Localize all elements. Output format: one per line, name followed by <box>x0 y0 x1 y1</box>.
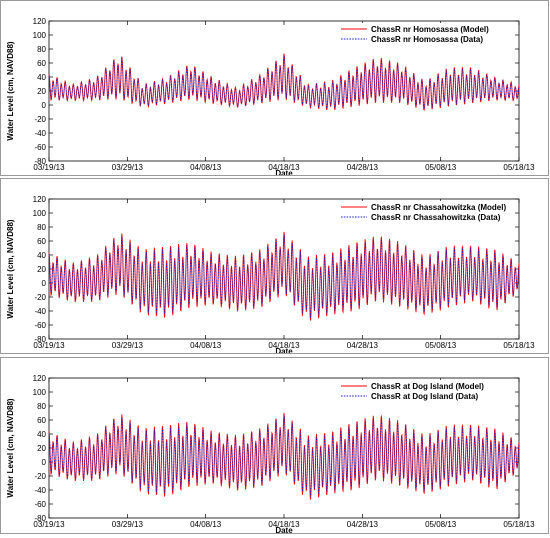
legend-label: ChassR at Dog Island (Model) <box>371 382 484 391</box>
legend-box <box>337 380 509 406</box>
x-tick-label: 05/18/13 <box>503 520 535 529</box>
x-tick-label: 03/29/13 <box>112 520 144 529</box>
y-tick-label: 80 <box>37 402 46 411</box>
y-tick-label: 60 <box>37 59 46 68</box>
x-tick-label: 05/08/13 <box>425 341 457 350</box>
series-line-data <box>48 415 520 498</box>
y-tick-label: 20 <box>37 444 46 453</box>
y-tick-label: 0 <box>42 458 47 467</box>
x-tick-label: 03/19/13 <box>33 520 65 529</box>
x-tick-label: 04/18/13 <box>268 520 300 529</box>
y-tick-label: 40 <box>37 251 46 260</box>
y-tick-label: 60 <box>37 416 46 425</box>
y-tick-label: -20 <box>34 472 46 481</box>
y-tick-label: -40 <box>34 307 46 316</box>
x-tick-label: 05/18/13 <box>503 341 535 350</box>
y-tick-label: 100 <box>33 209 47 218</box>
y-tick-label: -40 <box>34 129 46 138</box>
x-tick-label: 03/19/13 <box>33 163 65 172</box>
x-tick-label: 04/28/13 <box>347 341 379 350</box>
y-tick-label: 80 <box>37 223 46 232</box>
y-tick-label: -20 <box>34 115 46 124</box>
legend-label: ChassR nr Chassahowitzka (Model) <box>371 203 506 212</box>
y-tick-label: 0 <box>42 101 47 110</box>
y-tick-label: -80 <box>34 335 46 344</box>
chart-panel-chassahowitzka: 120 100 80 60 40 20 0 -20 -40 -60 -80 03/19/13 03/29… <box>0 178 549 356</box>
x-axis-label: Date <box>275 169 293 175</box>
y-tick-label: 20 <box>37 265 46 274</box>
x-tick-label: 05/18/13 <box>503 163 535 172</box>
legend-label: ChassR nr Homosassa (Data) <box>371 35 483 44</box>
x-tick-label: 04/08/13 <box>190 520 222 529</box>
series-line-data <box>48 54 520 110</box>
x-tick-label: 04/28/13 <box>347 520 379 529</box>
x-axis-label: Date <box>275 347 293 353</box>
legend-label: ChassR at Dog Island (Data) <box>371 392 478 401</box>
legend-box <box>337 23 509 49</box>
y-tick-label: 40 <box>37 430 46 439</box>
series-line-model <box>48 231 520 321</box>
x-tick-label: 03/29/13 <box>112 163 144 172</box>
y-tick-label: -60 <box>34 321 46 330</box>
y-tick-label: 60 <box>37 237 46 246</box>
y-tick-label: 0 <box>42 279 47 288</box>
y-tick-label: -20 <box>34 293 46 302</box>
y-axis-label: Water Level (cm, NAVD88) <box>6 41 15 140</box>
y-tick-label: 120 <box>33 195 47 204</box>
y-tick-label: -80 <box>34 514 46 523</box>
y-tick-label: 120 <box>33 17 47 26</box>
y-tick-label: 100 <box>33 31 47 40</box>
y-tick-label: 40 <box>37 73 46 82</box>
chart-panel-homosassa: 120 100 80 60 40 20 0 -20 -40 -60 -80 03/19/13 03/29… <box>0 0 549 178</box>
chart-panel-dog-island: 120 100 80 60 40 20 0 -20 -40 -60 -80 03/19/13 03/29… <box>0 357 549 535</box>
x-tick-label: 04/08/13 <box>190 341 222 350</box>
series-line-model <box>48 53 520 111</box>
y-tick-label: 100 <box>33 388 47 397</box>
x-tick-label: 04/08/13 <box>190 163 222 172</box>
y-tick-label: -40 <box>34 486 46 495</box>
x-tick-label: 04/28/13 <box>347 163 379 172</box>
y-tick-label: -60 <box>34 143 46 152</box>
legend-box <box>337 201 509 227</box>
y-tick-label: 20 <box>37 87 46 96</box>
x-tick-label: 05/08/13 <box>425 163 457 172</box>
y-axis-label: Water Level (cm, NAVD88) <box>6 219 15 318</box>
x-tick-label: 03/29/13 <box>112 341 144 350</box>
y-tick-label: 80 <box>37 45 46 54</box>
x-axis-label: Date <box>275 526 293 533</box>
y-axis-label: Water Level (cm, NAVD88) <box>6 398 15 497</box>
legend-label: ChassR nr Chassahowitzka (Data) <box>371 213 501 222</box>
legend-label: ChassR nr Homosassa (Model) <box>371 25 489 34</box>
y-tick-label: -60 <box>34 500 46 509</box>
x-tick-label: 04/18/13 <box>268 341 300 350</box>
y-tick-label: -80 <box>34 157 46 166</box>
series-line-model <box>48 412 520 500</box>
x-tick-label: 04/18/13 <box>268 163 300 172</box>
y-tick-label: 120 <box>33 374 47 383</box>
x-tick-label: 05/08/13 <box>425 520 457 529</box>
x-tick-label: 03/19/13 <box>33 341 65 350</box>
series-line-data <box>48 233 520 319</box>
